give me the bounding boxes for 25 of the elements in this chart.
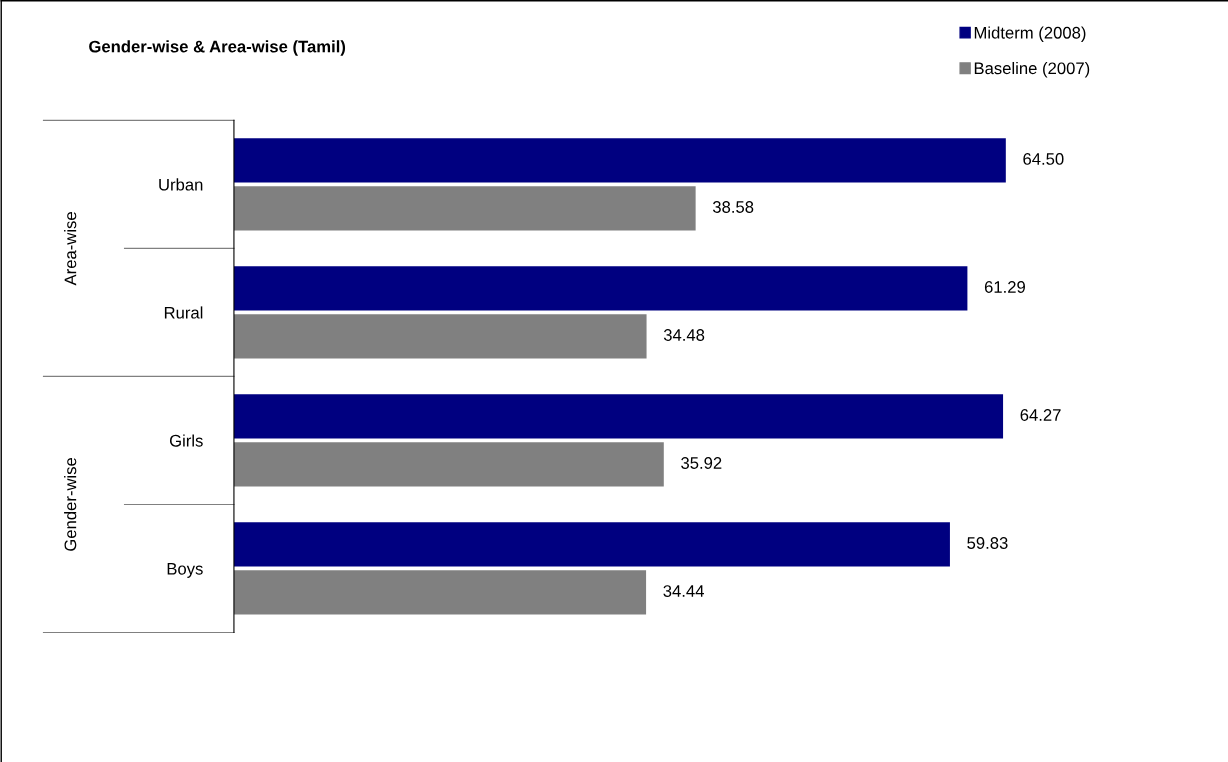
- data-label: 61.29: [984, 281, 1025, 293]
- data-label: 34.48: [663, 329, 705, 341]
- bar: [233, 442, 664, 487]
- y-tick-label: Girls: [169, 434, 203, 447]
- y-tick-label: Boys: [167, 563, 203, 578]
- data-label: 64.27: [1020, 409, 1061, 421]
- text: Gender-wise: [64, 457, 77, 551]
- bar: [233, 138, 1006, 183]
- y-tick-label: Rural: [164, 306, 203, 319]
- bar: [233, 186, 696, 231]
- y-tick-label: Urban: [159, 178, 203, 191]
- data-label: 38.58: [712, 201, 754, 213]
- bar: [233, 314, 647, 359]
- chart-title: Gender-wise & Area-wise (Tamil): [89, 40, 346, 56]
- bar: [233, 394, 1004, 439]
- data-label: 64.50: [1023, 153, 1064, 165]
- bar: [233, 266, 968, 311]
- data-label: 34.44: [663, 585, 704, 597]
- data-label: 59.83: [967, 537, 1008, 549]
- bar: [233, 522, 950, 567]
- text: Area-wise: [64, 212, 77, 286]
- legend-label: Midterm (2008): [974, 26, 1086, 42]
- data-label: 35.92: [681, 457, 722, 469]
- legend-label: Baseline (2007): [974, 61, 1090, 78]
- bar: [233, 570, 647, 615]
